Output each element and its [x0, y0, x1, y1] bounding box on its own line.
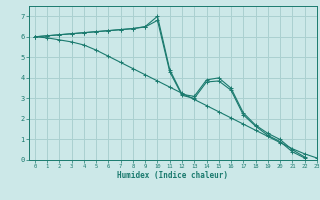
X-axis label: Humidex (Indice chaleur): Humidex (Indice chaleur) [117, 171, 228, 180]
